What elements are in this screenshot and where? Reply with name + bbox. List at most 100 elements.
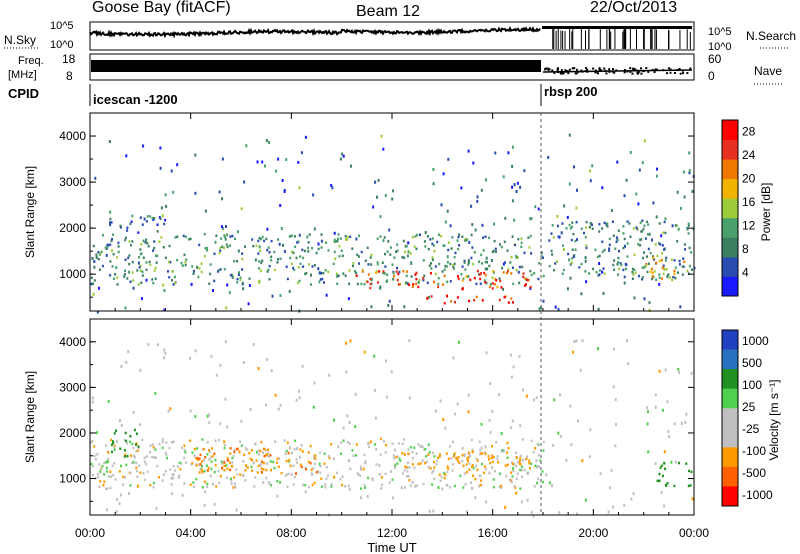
scatter-cell [224, 397, 227, 401]
data-cell [641, 219, 644, 222]
freq-point [568, 68, 571, 71]
data-cell [355, 271, 358, 275]
data-cell [363, 282, 366, 286]
data-cell [585, 226, 587, 229]
data-cell [427, 443, 430, 446]
data-cell [285, 449, 288, 453]
data-cell [231, 234, 234, 238]
data-cell [304, 468, 307, 471]
scatter-cell [581, 459, 584, 463]
data-cell [103, 461, 106, 465]
data-cell [191, 451, 194, 454]
data-cell [347, 484, 350, 488]
scatter-cell [408, 339, 411, 343]
data-cell [208, 450, 211, 453]
freq-point [640, 67, 643, 70]
data-cell [273, 466, 276, 470]
data-cell [145, 462, 148, 466]
data-cell [261, 259, 264, 262]
data-cell [613, 268, 616, 272]
data-cell [403, 469, 406, 472]
scatter-cell [465, 510, 468, 514]
scatter-cell [219, 422, 222, 426]
scatter-cell [379, 215, 382, 219]
data-cell [437, 285, 440, 289]
data-cell [602, 267, 605, 270]
data-cell [401, 442, 404, 445]
scatter-cell [96, 431, 98, 435]
freq-point [686, 72, 689, 75]
data-cell [174, 275, 176, 279]
data-cell [396, 243, 399, 246]
data-cell [407, 452, 410, 455]
data-cell [444, 264, 447, 268]
data-cell [433, 455, 436, 458]
data-cell [236, 260, 239, 263]
data-cell [320, 246, 323, 249]
scatter-cell [652, 201, 655, 205]
data-cell [462, 277, 465, 281]
scatter-cell [474, 228, 477, 232]
data-cell [506, 249, 509, 252]
data-cell [512, 282, 515, 286]
data-cell [491, 454, 494, 457]
data-cell [595, 271, 598, 274]
scatter-cell [136, 484, 139, 488]
data-cell [286, 277, 289, 281]
scatter-cell [570, 443, 573, 447]
freq-point [564, 69, 567, 72]
freq-point [561, 72, 564, 75]
data-cell [647, 262, 650, 265]
data-cell [116, 256, 119, 259]
data-cell [184, 260, 187, 264]
data-cell [144, 241, 147, 244]
scatter-cell [648, 308, 651, 312]
data-cell [383, 236, 386, 239]
data-cell [493, 283, 496, 286]
data-cell [315, 251, 318, 255]
data-cell [265, 237, 268, 241]
data-cell [634, 271, 637, 274]
data-cell [246, 466, 249, 469]
data-cell [335, 272, 338, 275]
scatter-cell [679, 305, 682, 309]
data-cell [359, 474, 362, 477]
data-cell [467, 263, 470, 266]
data-cell [201, 438, 204, 441]
data-cell [368, 445, 371, 449]
data-cell [193, 447, 196, 451]
data-cell [437, 282, 440, 286]
data-cell [323, 452, 326, 455]
data-cell [430, 295, 433, 298]
data-cell [406, 466, 409, 470]
data-cell [201, 464, 203, 468]
scatter-cell [565, 458, 568, 462]
scatter-cell [318, 280, 321, 284]
scatter-cell [411, 480, 414, 484]
data-cell [103, 480, 106, 483]
data-cell [687, 222, 690, 225]
data-cell [309, 461, 312, 465]
data-cell [556, 260, 559, 263]
scatter-cell [400, 486, 403, 490]
data-cell [389, 253, 392, 256]
data-cell [479, 277, 482, 281]
data-cell [105, 444, 108, 447]
freq-point [559, 72, 562, 75]
data-cell [258, 260, 261, 263]
data-cell [461, 279, 464, 282]
scatter-cell [105, 253, 108, 257]
data-cell [131, 260, 134, 264]
scatter-cell [523, 169, 526, 173]
data-cell [269, 460, 272, 463]
data-cell [248, 452, 251, 455]
data-cell [601, 250, 604, 253]
power-heatmap-cells [90, 133, 696, 314]
data-cell [521, 265, 524, 269]
scatter-cell [614, 444, 617, 448]
data-cell [530, 252, 533, 255]
freq-point [598, 67, 601, 70]
scatter-cell [297, 160, 300, 164]
freq-point [629, 70, 632, 73]
data-cell [572, 232, 575, 236]
